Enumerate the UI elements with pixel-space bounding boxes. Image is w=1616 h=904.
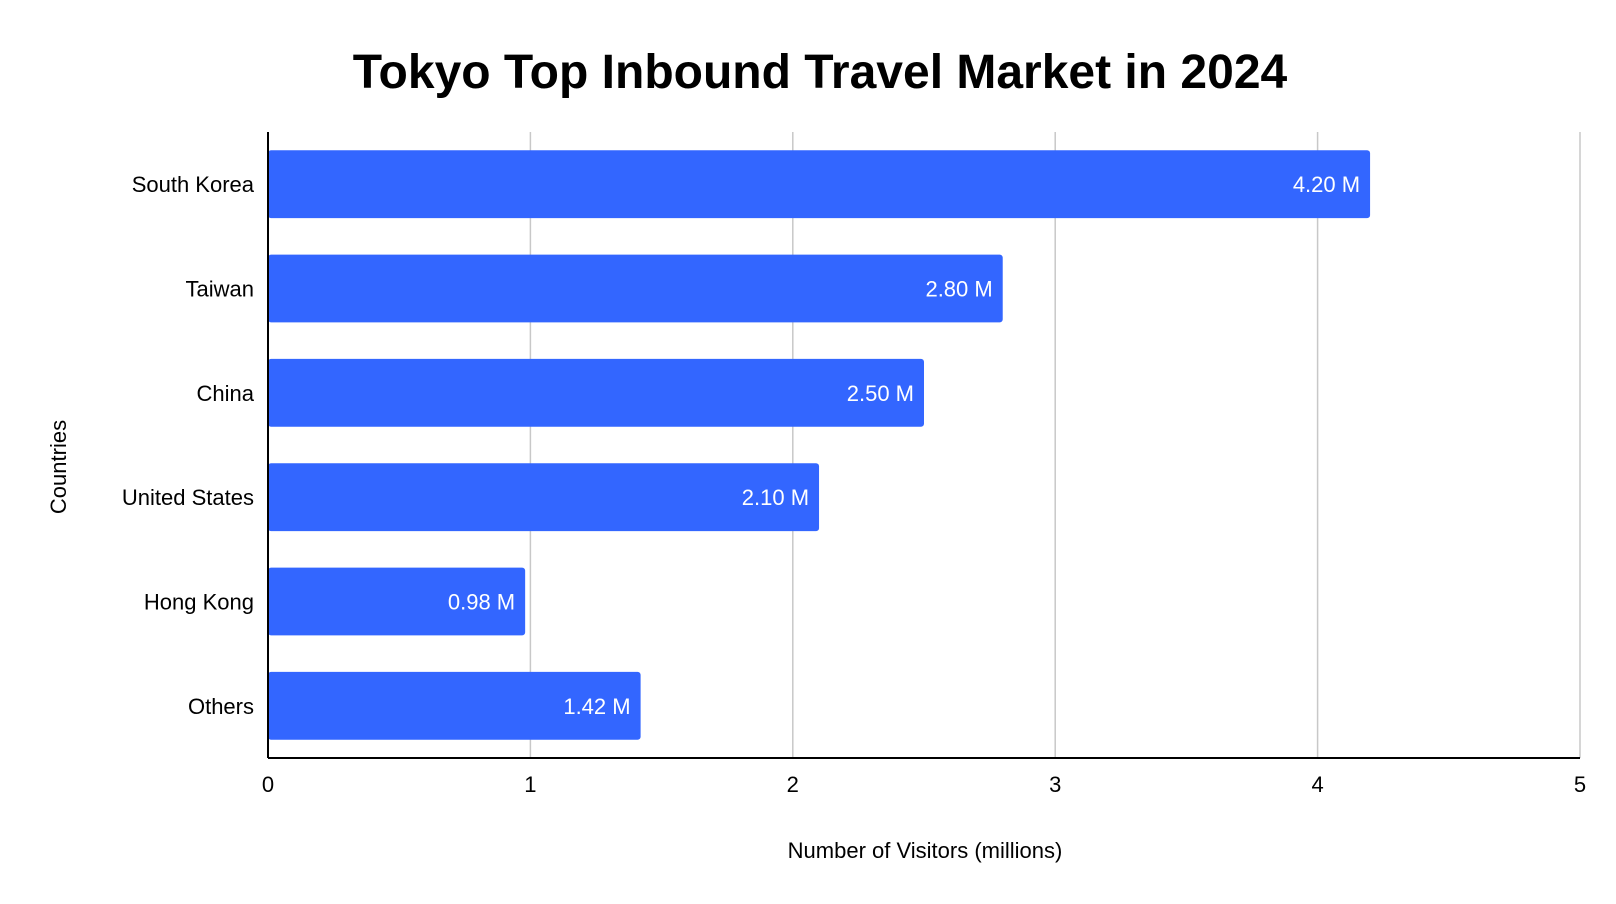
x-axis-title: Number of Visitors (millions) bbox=[788, 838, 1063, 863]
data-label: 2.50 M bbox=[847, 381, 914, 406]
category-label: Taiwan bbox=[186, 277, 254, 302]
bar bbox=[268, 150, 1371, 219]
category-label: Hong Kong bbox=[144, 590, 254, 615]
bar bbox=[268, 254, 1003, 323]
category-label: South Korea bbox=[132, 172, 255, 197]
bars bbox=[268, 150, 1371, 740]
category-label: China bbox=[197, 381, 255, 406]
data-label: 1.42 M bbox=[563, 694, 630, 719]
category-label: United States bbox=[122, 485, 254, 510]
bar bbox=[268, 358, 924, 427]
x-tick-label: 0 bbox=[262, 772, 274, 797]
x-tick-label: 2 bbox=[787, 772, 799, 797]
y-axis-title: Countries bbox=[46, 420, 71, 514]
chart-title: Tokyo Top Inbound Travel Market in 2024 bbox=[353, 46, 1288, 99]
x-tick-label: 3 bbox=[1049, 772, 1061, 797]
data-label: 4.20 M bbox=[1293, 172, 1360, 197]
x-tick-label: 1 bbox=[524, 772, 536, 797]
axes bbox=[267, 132, 1580, 759]
x-tick-label: 5 bbox=[1574, 772, 1586, 797]
bar bbox=[268, 671, 641, 740]
category-label: Others bbox=[188, 694, 254, 719]
bar bbox=[268, 567, 526, 636]
labels: 0 1 2 3 4 5 South Korea 4.20 M Taiwan 2.80 M China… bbox=[122, 172, 1586, 797]
x-tick-label: 4 bbox=[1311, 772, 1323, 797]
data-label: 2.10 M bbox=[742, 485, 809, 510]
data-label: 0.98 M bbox=[448, 590, 515, 615]
data-label: 2.80 M bbox=[925, 277, 992, 302]
bar bbox=[268, 463, 820, 532]
grid-lines bbox=[529, 132, 1581, 758]
